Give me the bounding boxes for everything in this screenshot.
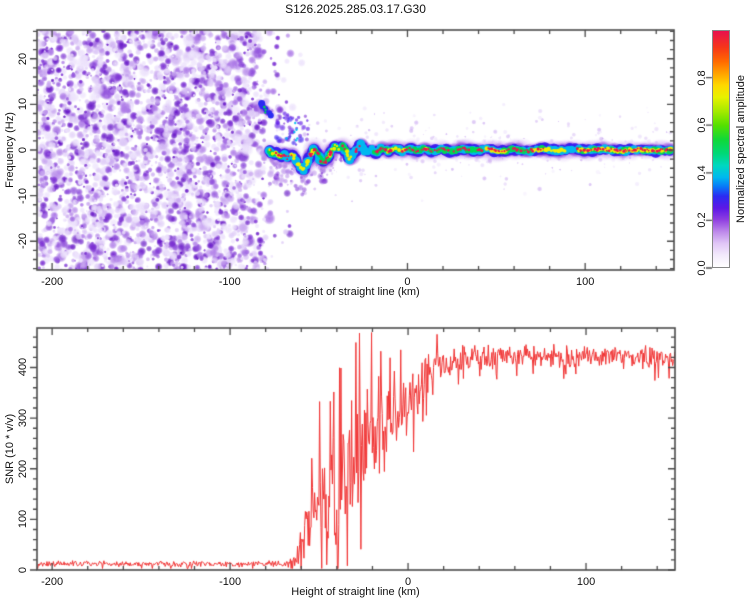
figure-title: S126.2025.285.03.17.G30 bbox=[285, 2, 426, 16]
snr-x-tick-label: 0 bbox=[404, 576, 412, 588]
snr-y-tick-label: 200 bbox=[17, 459, 29, 478]
spectrogram-x-tick-label: -200 bbox=[41, 276, 64, 288]
colorbar-tick-label: 0.0 bbox=[696, 260, 708, 276]
colorbar-label: Normalized spectral amplitude bbox=[735, 75, 747, 223]
colorbar-tick-label: 0.2 bbox=[696, 212, 708, 229]
height-axis-label-top: Height of straight line (km) bbox=[291, 286, 420, 298]
snr-x-tick-label: -100 bbox=[219, 576, 242, 588]
snr-axis-label: SNR (10 * v/v) bbox=[4, 413, 16, 485]
colorbar-tick-label: 0.8 bbox=[696, 69, 708, 86]
snr-y-tick-label: 100 bbox=[17, 510, 29, 529]
snr-y-tick-label: 300 bbox=[17, 408, 29, 428]
spectrogram-y-tick-label: -20 bbox=[17, 233, 29, 250]
snr-y-tick-label: 0 bbox=[17, 566, 29, 574]
snr-y-tick-label: 400 bbox=[17, 358, 29, 377]
frequency-axis-label: Frequency (Hz) bbox=[4, 112, 16, 188]
height-axis-label-bottom: Height of straight line (km) bbox=[291, 586, 420, 598]
colorbar-tick-label: 0.6 bbox=[696, 117, 708, 133]
spectrogram-y-tick-label: 10 bbox=[17, 98, 29, 111]
spectrogram-y-tick-label: 0 bbox=[17, 146, 29, 154]
snr-x-tick-label: -200 bbox=[41, 576, 64, 588]
colorbar-tick-label: 0.4 bbox=[696, 165, 708, 181]
spectrogram-y-tick-label: -10 bbox=[17, 187, 29, 204]
spectrogram-x-tick-label: -100 bbox=[218, 276, 241, 288]
spectrogram-x-tick-label: 100 bbox=[575, 276, 595, 288]
spectrogram-y-tick-label: 20 bbox=[17, 52, 29, 65]
spectrogram-x-tick-label: 0 bbox=[404, 276, 411, 288]
colorbar-gradient bbox=[712, 30, 730, 268]
snr-x-tick-label: 100 bbox=[576, 576, 596, 588]
